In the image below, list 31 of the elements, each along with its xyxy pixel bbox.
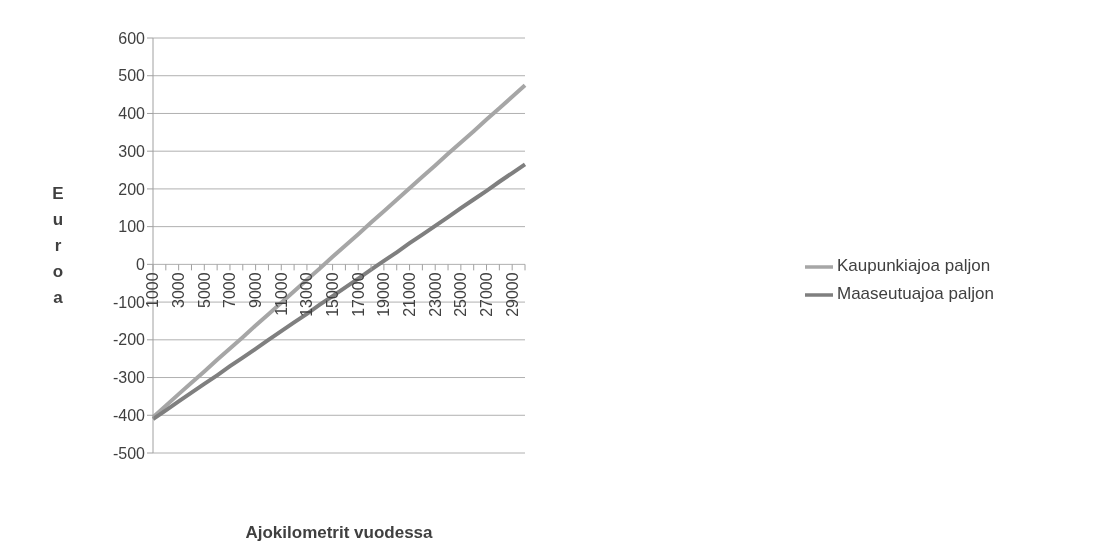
legend-label: Kaupunkiajoa paljon (837, 255, 991, 275)
y-tick-label: 0 (136, 256, 146, 274)
y-tick-label: 200 (118, 180, 146, 198)
y-tick-label: -300 (112, 369, 146, 387)
y-tick-label: 600 (118, 29, 146, 47)
y-tick-label: 100 (118, 218, 146, 236)
y-tick-label: 400 (118, 105, 146, 123)
y-axis-title: Euroa (51, 182, 65, 309)
x-tick-label: 9000 (247, 272, 265, 308)
x-tick-label: 19000 (375, 272, 393, 317)
x-tick-label: 5000 (195, 272, 213, 308)
y-tick-label: 300 (118, 142, 146, 160)
x-tick-label: 7000 (221, 272, 239, 308)
x-tick-label: 11000 (272, 272, 290, 316)
x-tick-label: 15000 (324, 272, 342, 317)
y-tick-label: -400 (112, 406, 146, 424)
x-tick-label: 23000 (426, 272, 444, 317)
y-tick-label: 500 (118, 67, 146, 85)
y-tick-label: -100 (112, 293, 146, 311)
x-tick-label: 3000 (170, 272, 188, 308)
x-tick-label: 21000 (401, 272, 419, 317)
x-tick-label: 25000 (452, 272, 470, 317)
y-tick-label: -200 (112, 331, 146, 349)
x-tick-label: 1000 (144, 272, 162, 308)
x-tick-label: 27000 (478, 272, 496, 317)
x-tick-label: 17000 (349, 272, 367, 317)
y-tick-label: -500 (112, 444, 146, 462)
legend-label: Maaseutuajoa paljon (837, 283, 994, 303)
x-tick-label: 29000 (503, 272, 521, 317)
x-axis-title: Ajokilometrit vuodessa (245, 523, 434, 542)
x-tick-label: 13000 (298, 272, 316, 317)
